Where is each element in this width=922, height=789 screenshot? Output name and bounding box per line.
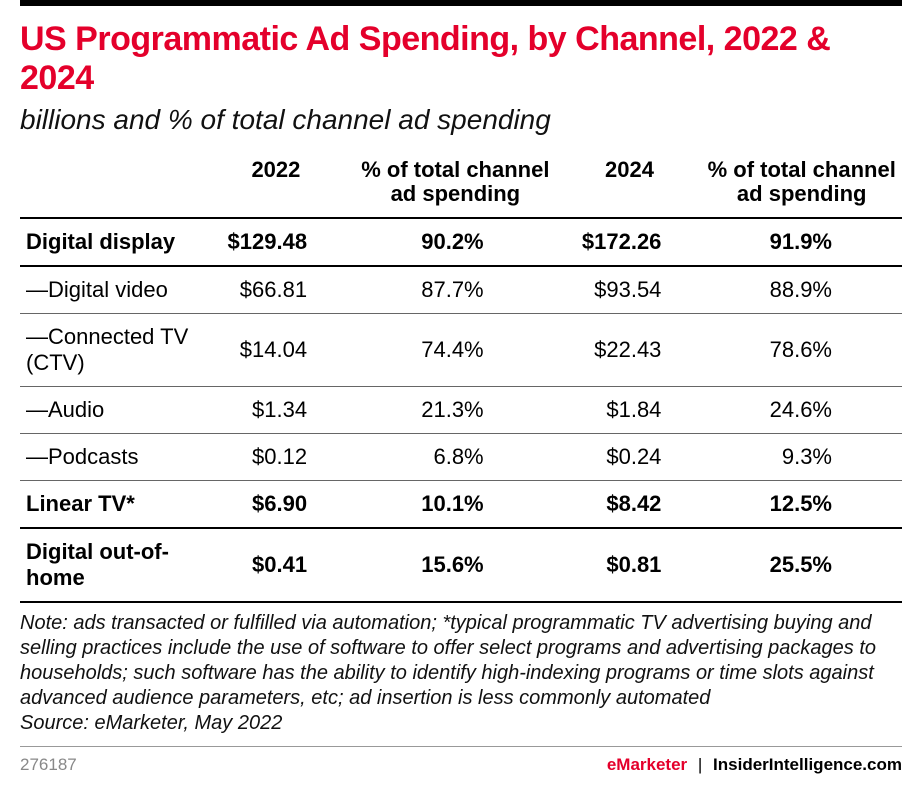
col-header — [20, 150, 199, 217]
row-value: 25.5% — [701, 528, 902, 602]
col-header: % of total channel ad spending — [701, 150, 902, 217]
footer: 276187 eMarketer | InsiderIntelligence.c… — [20, 755, 902, 775]
footer-brands: eMarketer | InsiderIntelligence.com — [607, 755, 902, 775]
row-label: —Audio — [20, 386, 199, 433]
row-value: 88.9% — [701, 266, 902, 314]
row-value: $0.81 — [558, 528, 702, 602]
row-value: $66.81 — [199, 266, 353, 314]
row-value: $172.26 — [558, 218, 702, 266]
table-row: —Podcasts$0.126.8%$0.249.3% — [20, 433, 902, 480]
row-value: $0.24 — [558, 433, 702, 480]
brand-insider: InsiderIntelligence.com — [713, 755, 902, 774]
row-label: Digital out-of-home — [20, 528, 199, 602]
row-value: 91.9% — [701, 218, 902, 266]
row-value: $8.42 — [558, 480, 702, 528]
data-table: 2022 % of total channel ad spending 2024… — [20, 150, 902, 602]
source-text: Source: eMarketer, May 2022 — [20, 712, 282, 734]
table-row: —Connected TV (CTV)$14.0474.4%$22.4378.6… — [20, 313, 902, 386]
chart-subtitle: billions and % of total channel ad spend… — [20, 104, 902, 136]
row-value: $0.12 — [199, 433, 353, 480]
table-body: Digital display$129.4890.2%$172.2691.9%—… — [20, 218, 902, 602]
row-value: 10.1% — [353, 480, 558, 528]
row-value: 21.3% — [353, 386, 558, 433]
row-value: 15.6% — [353, 528, 558, 602]
row-value: $0.41 — [199, 528, 353, 602]
row-value: 78.6% — [701, 313, 902, 386]
row-value: 6.8% — [353, 433, 558, 480]
note-block: Note: ads transacted or fulfilled via au… — [20, 611, 902, 747]
row-value: 24.6% — [701, 386, 902, 433]
table-row: Digital display$129.4890.2%$172.2691.9% — [20, 218, 902, 266]
table-row: —Digital video$66.8187.7%$93.5488.9% — [20, 266, 902, 314]
col-header: 2022 — [199, 150, 353, 217]
row-label: Digital display — [20, 218, 199, 266]
col-header: % of total channel ad spending — [353, 150, 558, 217]
row-value: $1.84 — [558, 386, 702, 433]
row-value: $14.04 — [199, 313, 353, 386]
row-value: $6.90 — [199, 480, 353, 528]
row-value: 74.4% — [353, 313, 558, 386]
row-value: 9.3% — [701, 433, 902, 480]
row-value: $93.54 — [558, 266, 702, 314]
brand-emarketer: eMarketer — [607, 755, 687, 774]
row-value: 12.5% — [701, 480, 902, 528]
chart-card: US Programmatic Ad Spending, by Channel,… — [0, 0, 922, 789]
row-label: —Podcasts — [20, 433, 199, 480]
table-header: 2022 % of total channel ad spending 2024… — [20, 150, 902, 217]
col-header: 2024 — [558, 150, 702, 217]
row-value: $129.48 — [199, 218, 353, 266]
row-label: —Digital video — [20, 266, 199, 314]
table-row: Digital out-of-home$0.4115.6%$0.8125.5% — [20, 528, 902, 602]
table-row: —Audio$1.3421.3%$1.8424.6% — [20, 386, 902, 433]
row-value: 87.7% — [353, 266, 558, 314]
note-text: Note: ads transacted or fulfilled via au… — [20, 612, 876, 709]
top-rule — [20, 0, 902, 6]
row-label: Linear TV* — [20, 480, 199, 528]
row-value: $22.43 — [558, 313, 702, 386]
row-value: 90.2% — [353, 218, 558, 266]
chart-title: US Programmatic Ad Spending, by Channel,… — [20, 20, 902, 98]
brand-separator: | — [692, 755, 708, 774]
table-row: Linear TV*$6.9010.1%$8.4212.5% — [20, 480, 902, 528]
chart-id: 276187 — [20, 755, 77, 775]
row-value: $1.34 — [199, 386, 353, 433]
row-label: —Connected TV (CTV) — [20, 313, 199, 386]
